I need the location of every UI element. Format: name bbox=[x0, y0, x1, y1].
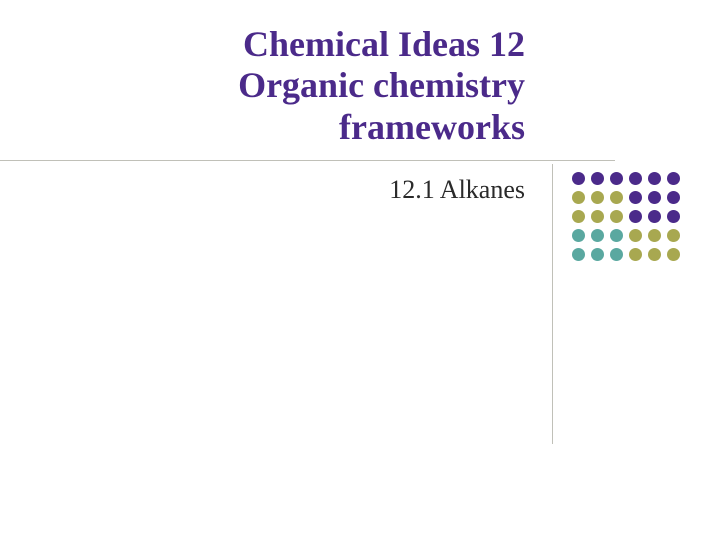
title-line-2: Organic chemistry bbox=[238, 65, 525, 106]
dot bbox=[572, 248, 585, 261]
dot bbox=[667, 172, 680, 185]
dot bbox=[591, 229, 604, 242]
dot bbox=[648, 172, 661, 185]
dot bbox=[610, 248, 623, 261]
dot bbox=[610, 210, 623, 223]
dot bbox=[572, 229, 585, 242]
dot bbox=[648, 229, 661, 242]
dot bbox=[629, 172, 642, 185]
slide: Chemical Ideas 12 Organic chemistry fram… bbox=[0, 0, 720, 540]
title-line-3: frameworks bbox=[238, 107, 525, 148]
dot bbox=[667, 210, 680, 223]
dot bbox=[667, 229, 680, 242]
slide-subtitle: 12.1 Alkanes bbox=[389, 175, 525, 205]
dot bbox=[648, 248, 661, 261]
dot bbox=[610, 191, 623, 204]
dot bbox=[572, 210, 585, 223]
decorative-dot-grid bbox=[572, 172, 680, 261]
dot bbox=[629, 248, 642, 261]
dot bbox=[591, 172, 604, 185]
dot bbox=[572, 191, 585, 204]
dot bbox=[629, 210, 642, 223]
dot bbox=[629, 229, 642, 242]
dot bbox=[572, 172, 585, 185]
dot bbox=[629, 191, 642, 204]
dot bbox=[667, 191, 680, 204]
dot bbox=[610, 229, 623, 242]
dot bbox=[591, 210, 604, 223]
dot bbox=[591, 191, 604, 204]
slide-title: Chemical Ideas 12 Organic chemistry fram… bbox=[238, 24, 525, 148]
dot bbox=[648, 210, 661, 223]
vertical-rule bbox=[552, 164, 553, 444]
dot bbox=[591, 248, 604, 261]
horizontal-rule bbox=[0, 160, 615, 161]
dot bbox=[667, 248, 680, 261]
title-line-1: Chemical Ideas 12 bbox=[238, 24, 525, 65]
dot bbox=[648, 191, 661, 204]
dot bbox=[610, 172, 623, 185]
